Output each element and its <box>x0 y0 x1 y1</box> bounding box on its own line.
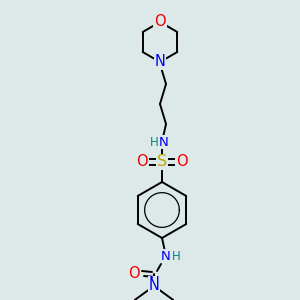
Text: H: H <box>172 250 180 262</box>
Text: O: O <box>154 14 166 29</box>
Text: N: N <box>159 136 169 148</box>
Text: N: N <box>154 55 165 70</box>
Text: O: O <box>136 154 148 169</box>
Text: H: H <box>150 136 158 148</box>
Text: N: N <box>161 250 171 262</box>
Text: O: O <box>176 154 188 169</box>
Text: N: N <box>148 278 159 293</box>
Text: S: S <box>157 154 167 169</box>
Text: N: N <box>148 277 159 292</box>
Text: O: O <box>128 266 140 280</box>
